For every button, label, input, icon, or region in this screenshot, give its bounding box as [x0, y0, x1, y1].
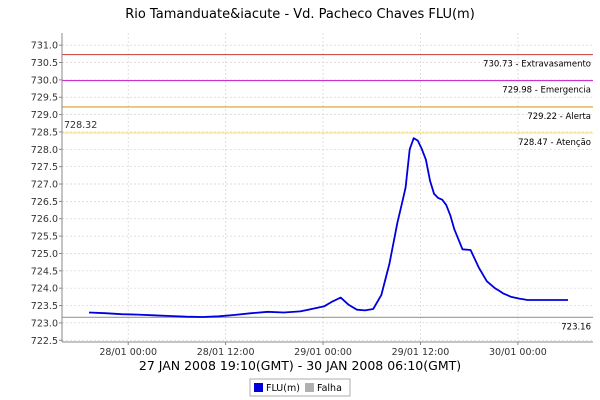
y-axis-ticks: 722.5 723.0 723.5 724.0 724.5 725.0 725.5 726.0… [31, 41, 62, 347]
x-tick-label: 29/01 00:00 [294, 347, 352, 358]
legend-swatch-falha [305, 383, 314, 392]
y-tick-label: 726.0 [31, 214, 58, 225]
x-tick-label: 28/01 12:00 [197, 347, 255, 358]
legend-label-flu: FLU(m) [266, 383, 300, 394]
series-layer [88, 137, 568, 318]
legend: FLU(m) Falha [249, 378, 351, 397]
grid-layer [62, 33, 593, 342]
x-tick-label: 28/01 00:00 [99, 347, 157, 358]
y-tick-label: 731.0 [31, 41, 58, 52]
reference-lines: 730.73 - Extravasamento 729.98 - Emergenc… [62, 53, 593, 332]
x-axis-ticks: 28/01 00:00 28/01 12:00 29/01 00:00 29/01 1… [99, 342, 547, 358]
y-tick-label: 729.0 [31, 110, 58, 121]
x-tick-label: 29/01 12:00 [392, 347, 450, 358]
x-tick-label: 30/01 00:00 [489, 347, 547, 358]
y-tick-label: 724.0 [31, 284, 58, 295]
y-tick-label: 730.5 [31, 58, 58, 69]
reference-line-label: 723.16 [561, 322, 591, 332]
current-value-label: 728.32 [64, 120, 97, 131]
reference-line-label: 730.73 - Extravasamento [483, 60, 591, 70]
legend-box [249, 378, 351, 397]
y-tick-label: 727.5 [31, 162, 58, 173]
y-tick-label: 724.5 [31, 266, 58, 277]
y-tick-label: 723.5 [31, 301, 58, 312]
y-tick-label: 727.0 [31, 180, 58, 191]
reference-line-label: 728.47 - Atenção [518, 138, 591, 148]
legend-label-falha: Falha [317, 383, 342, 394]
y-tick-label: 726.5 [31, 197, 58, 208]
y-tick-label: 729.5 [31, 93, 58, 104]
series-line-flu [88, 137, 568, 318]
plot-area [62, 33, 593, 342]
y-tick-label: 722.5 [31, 336, 58, 347]
y-tick-label: 728.5 [31, 127, 58, 138]
y-tick-label: 730.0 [31, 75, 58, 86]
y-tick-label: 723.0 [31, 318, 58, 329]
x-axis-title: 27 JAN 2008 19:10(GMT) - 30 JAN 2008 06:… [139, 358, 461, 373]
y-tick-label: 725.5 [31, 232, 58, 243]
y-tick-label: 728.0 [31, 145, 58, 156]
chart-title: Rio Tamanduate&iacute - Vd. Pacheco Chav… [125, 7, 475, 22]
legend-swatch-flu [254, 383, 263, 392]
reference-line-label: 729.22 - Alerta [527, 112, 591, 122]
y-tick-label: 725.0 [31, 249, 58, 260]
reference-line-label: 729.98 - Emergencia [502, 86, 591, 96]
